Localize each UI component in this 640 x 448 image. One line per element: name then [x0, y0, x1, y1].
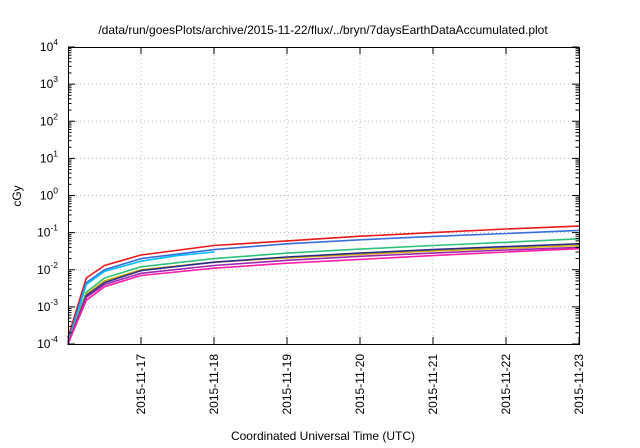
y-axis-label: cGy [10, 185, 24, 206]
x-tick-labels: 2015-11-17 2015-11-18 2015-11-19 2015-11-20… [134, 354, 586, 415]
y-tick-base: 10 [37, 263, 51, 277]
y-tick-exponent: 1 [53, 148, 58, 158]
y-tick-base: 10 [40, 114, 54, 128]
x-tick-label: 2015-11-21 [426, 354, 440, 415]
y-tick-exponent: -2 [50, 260, 58, 270]
y-tick-label: 10-4 [37, 334, 58, 351]
chart-title: /data/run/goesPlots/archive/2015-11-22/f… [98, 23, 548, 37]
y-tick-label: 100 [40, 186, 58, 203]
y-tick-label: 10-1 [37, 223, 58, 240]
series-line [67, 229, 580, 342]
grid [68, 47, 579, 344]
y-tick-exponent: -1 [50, 223, 58, 233]
y-tick-base: 10 [40, 189, 54, 203]
series-line [67, 225, 580, 339]
series-line [67, 246, 580, 345]
y-tick-exponent: -3 [50, 297, 58, 307]
y-tick-base: 10 [40, 151, 54, 165]
x-axis-label: Coordinated Universal Time (UTC) [231, 429, 415, 443]
y-tick-base: 10 [40, 40, 54, 54]
y-tick-base: 10 [37, 300, 51, 314]
series-line [67, 243, 580, 345]
y-tick-label: 10-3 [37, 297, 58, 314]
x-tick-label: 2015-11-18 [207, 354, 221, 415]
y-tick-label: 10-2 [37, 260, 58, 277]
y-tick-exponent: 3 [53, 74, 58, 84]
x-tick-label: 2015-11-17 [134, 354, 148, 415]
x-tick-label: 2015-11-23 [572, 354, 586, 415]
x-tick-label: 2015-11-19 [280, 354, 294, 415]
y-tick-exponent: 0 [53, 186, 58, 196]
series-lines [67, 225, 580, 345]
y-tick-base: 10 [40, 77, 54, 91]
y-tick-base: 10 [37, 337, 51, 351]
y-tick-base: 10 [37, 226, 51, 240]
y-tick-exponent: -4 [50, 334, 58, 344]
y-tick-label: 102 [40, 111, 58, 128]
series-line [67, 238, 580, 345]
y-tick-label: 103 [40, 74, 58, 91]
y-tick-exponent: 4 [53, 37, 58, 47]
y-tick-label: 101 [40, 148, 58, 165]
x-tick-label: 2015-11-20 [353, 354, 367, 415]
series-line [67, 247, 580, 345]
y-tick-label: 104 [40, 37, 58, 54]
x-tick-label: 2015-11-22 [499, 354, 513, 415]
axis-ticks [68, 46, 580, 345]
y-tick-exponent: 2 [53, 111, 58, 121]
series-line [67, 251, 215, 345]
